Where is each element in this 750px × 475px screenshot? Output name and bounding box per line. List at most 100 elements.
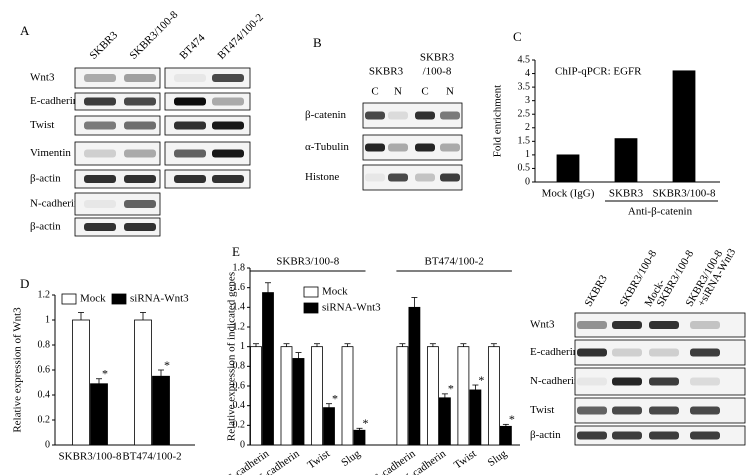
y-tick-label: 1.5: [518, 136, 531, 147]
bar: [614, 138, 638, 183]
blot-band: [124, 74, 156, 82]
bar: [323, 407, 335, 446]
error-bar: [356, 427, 363, 431]
blot-band: [649, 431, 679, 440]
x-tick-label: SKBR3: [609, 188, 644, 200]
error-bar: [490, 343, 497, 347]
bar: [134, 319, 152, 446]
bar: [672, 70, 696, 183]
error-bar: [472, 384, 479, 390]
blot-frame: [74, 67, 161, 89]
blot-band: [649, 321, 679, 329]
group-label: Anti-β-catenin: [628, 206, 693, 218]
blot-band: [124, 149, 156, 158]
significance-label: *: [478, 373, 484, 387]
error-bar: [502, 423, 509, 427]
blot-band: [612, 321, 642, 329]
blot-frame: [164, 169, 251, 189]
bar: [438, 397, 451, 446]
group-label: SKBR3/100-8: [276, 256, 339, 268]
row-label: N-cadherin: [530, 375, 580, 387]
blot-band: [690, 348, 720, 357]
blot-band: [612, 348, 642, 357]
blot-frame: [74, 217, 161, 237]
group-label: BT474/100-2: [425, 256, 484, 268]
error-bar: [429, 343, 436, 347]
y-tick-label: 0: [45, 439, 50, 450]
blot-band: [388, 173, 408, 182]
y-tick-label: 1: [45, 314, 50, 325]
row-label: E-cadherin: [30, 95, 79, 107]
blot-band: [649, 377, 679, 386]
bar: [487, 346, 500, 446]
blot-frame: [164, 115, 251, 136]
error-bar: [158, 369, 164, 377]
legend-label: Mock: [322, 286, 348, 298]
blot-frame: [74, 169, 161, 189]
row-label: β-actin: [30, 173, 61, 185]
blot-band: [124, 175, 156, 183]
bar: [556, 154, 580, 183]
blot-band: [212, 149, 244, 158]
blot-band: [415, 173, 435, 182]
blot-band: [84, 223, 116, 231]
y-tick-label: 0.6: [233, 380, 246, 391]
blot-frame: [164, 67, 251, 89]
legend-swatch: [111, 293, 127, 305]
y-tick-label: 1.8: [233, 262, 246, 273]
blot-band: [174, 97, 206, 106]
significance-label: *: [332, 391, 338, 405]
error-bar: [460, 343, 467, 347]
error-bar: [326, 403, 332, 408]
blot-band: [612, 377, 642, 386]
blot-band: [577, 406, 607, 415]
lane-label: C: [421, 86, 428, 98]
blot-frame: [74, 92, 161, 111]
blot-band: [84, 149, 116, 158]
blot-band: [577, 431, 607, 440]
blot-band: [690, 377, 720, 386]
blot-band: [174, 74, 206, 82]
row-label: β-catenin: [305, 109, 347, 121]
blot-band: [388, 111, 408, 120]
significance-label: *: [363, 416, 369, 430]
lane-label: N: [394, 86, 402, 98]
bar: [311, 346, 323, 446]
chart-title: ChIP-qPCR: EGFR: [555, 66, 642, 78]
legend-swatch: [303, 302, 319, 314]
error-bar: [314, 343, 320, 347]
blot-band: [577, 321, 607, 329]
panel-label: B: [313, 35, 322, 50]
bar: [396, 346, 409, 446]
blot-frame: [164, 141, 251, 166]
panel-label: C: [513, 29, 522, 44]
group-label: SKBR3: [420, 52, 455, 64]
row-label: Twist: [30, 119, 54, 131]
blot-frame: [74, 115, 161, 136]
blot-band: [440, 173, 460, 182]
significance-label: *: [164, 358, 170, 372]
y-tick-label: 0: [240, 439, 245, 450]
legend-label: siRNA-Wnt3: [322, 302, 381, 314]
y-axis-label: Relative expression of Wnt3: [12, 307, 24, 433]
error-bar: [344, 343, 351, 347]
panel-label: D: [20, 276, 29, 291]
bar: [408, 306, 421, 446]
blot-band: [365, 143, 385, 152]
bar: [250, 346, 262, 446]
blot-band: [440, 143, 460, 152]
blot-band: [174, 121, 206, 130]
blot-band: [365, 173, 385, 182]
legend-label: Mock: [80, 293, 106, 305]
group-label: /100-8: [423, 66, 452, 78]
blot-frame: [74, 192, 161, 216]
row-label: Wnt3: [30, 72, 55, 84]
bar: [262, 292, 274, 446]
legend-swatch: [61, 293, 77, 305]
row-label: Wnt3: [530, 319, 555, 331]
blot-band: [174, 149, 206, 158]
blot-band: [84, 121, 116, 130]
y-tick-label: 1.2: [233, 321, 246, 332]
error-bar: [411, 297, 418, 308]
